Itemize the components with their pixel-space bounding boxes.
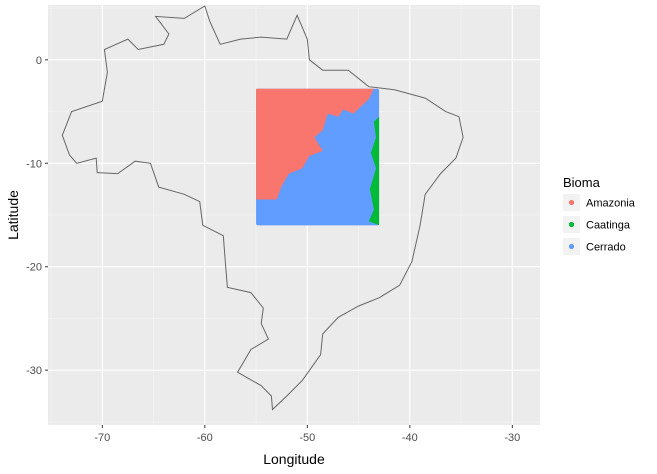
x-tick-label: -60: [197, 432, 213, 444]
legend-title: Bioma: [563, 175, 601, 190]
brazil-outline: [61, 5, 464, 411]
y-tick-label: -10: [26, 158, 42, 170]
y-axis: 0 -10 -20 -30: [26, 55, 48, 377]
legend-swatch-cerrado: [568, 243, 575, 250]
legend-label-cerrado: Cerrado: [586, 242, 626, 254]
legend-label-caatinga: Caatinga: [586, 220, 631, 232]
y-axis-title: Latitude: [5, 190, 21, 240]
legend-label-amazonia: Amazonia: [586, 198, 636, 210]
x-tick-label: -50: [299, 432, 315, 444]
region-amazonia: [256, 88, 374, 200]
x-tick-label: -30: [504, 432, 520, 444]
legend: Bioma Amazonia Caatinga Cerrado: [563, 175, 636, 255]
x-axis-title: Longitude: [263, 451, 325, 467]
legend-swatch-caatinga: [568, 221, 575, 228]
y-tick-label: -30: [26, 365, 42, 377]
x-tick-label: -40: [402, 432, 418, 444]
x-tick-label: -70: [94, 432, 110, 444]
y-tick-label: -20: [26, 262, 42, 274]
y-tick-label: 0: [36, 55, 42, 67]
grid-major: [48, 5, 540, 425]
region-caatinga: [368, 116, 380, 226]
x-axis: -70 -60 -50 -40 -30: [94, 425, 520, 444]
legend-swatch-amazonia: [568, 199, 575, 206]
bioma-regions: [256, 88, 380, 226]
